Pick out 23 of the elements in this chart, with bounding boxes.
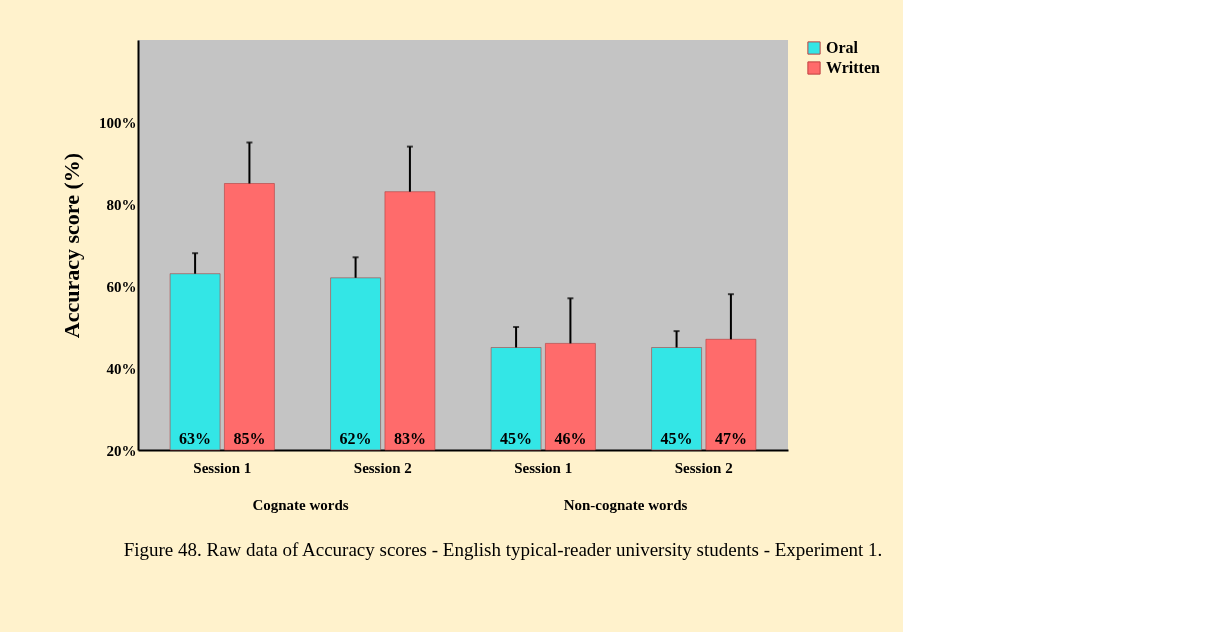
data-label: 45%	[660, 430, 693, 447]
y-tick-label: 60%	[106, 278, 137, 295]
data-label: 45%	[500, 430, 533, 447]
caption: Figure 48. Raw data of Accuracy scores - English typical-reader university students - Experiment 1.	[123, 539, 883, 560]
data-label: 83%	[393, 430, 426, 447]
y-tick-label: 100%	[99, 114, 137, 131]
y-tick-label: 40%	[106, 360, 137, 377]
y-axis-title: Accuracy score (%)	[59, 152, 84, 339]
data-label: 46%	[554, 430, 587, 447]
text: Cognate words	[252, 497, 349, 513]
x-tick-label: Session 1	[514, 459, 573, 476]
legend-label: Written	[826, 59, 881, 76]
x-tick-label: Session 1	[193, 459, 252, 476]
data-label: 62%	[339, 430, 372, 447]
data-label: 63%	[179, 430, 212, 447]
x-tick-label: Session 2	[353, 459, 412, 476]
data-label: 85%	[233, 430, 266, 447]
y-tick-label: 80%	[106, 196, 137, 213]
text: Non-cognate words	[563, 497, 688, 513]
y-tick-label: 20%	[106, 442, 137, 459]
data-label: 47%	[714, 430, 747, 447]
legend-label: Oral	[826, 39, 859, 56]
x-tick-label: Session 2	[674, 459, 733, 476]
